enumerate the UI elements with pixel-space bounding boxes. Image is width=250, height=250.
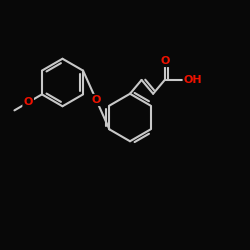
Text: O: O	[92, 95, 101, 105]
Text: OH: OH	[184, 75, 202, 85]
Text: O: O	[24, 97, 33, 108]
Text: O: O	[160, 56, 170, 66]
